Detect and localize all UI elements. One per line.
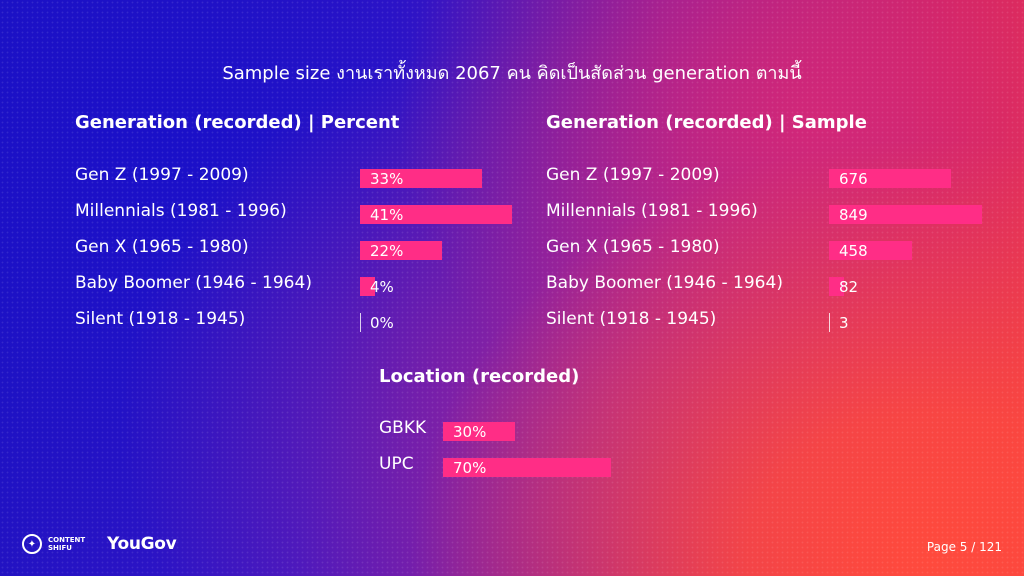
data-label: 33% [370, 170, 404, 188]
category-label: GBKK [379, 418, 427, 438]
category-label: Baby Boomer (1946 - 1964) [546, 273, 783, 293]
data-label: 30% [453, 423, 487, 441]
page-number: Page 5 / 121 [926, 540, 1002, 554]
content-shifu-logo: ✦ CONTENT SHIFU [22, 534, 85, 554]
bar [360, 277, 375, 296]
data-label: 849 [839, 206, 868, 224]
category-label: Gen Z (1997 - 2009) [546, 165, 720, 185]
chart-title-sample: Generation (recorded) | Sample [546, 112, 867, 133]
category-label: Baby Boomer (1946 - 1964) [75, 273, 312, 293]
chart-title-location: Location (recorded) [379, 366, 580, 387]
category-label: Gen X (1965 - 1980) [75, 237, 249, 257]
data-label: 0% [370, 314, 394, 332]
bar [360, 313, 361, 332]
category-label: UPC [379, 454, 414, 474]
bar [829, 169, 951, 188]
data-label: 4% [370, 278, 394, 296]
data-label: 82 [839, 278, 859, 296]
yougov-logo: YouGov [107, 534, 177, 554]
category-label: Millennials (1981 - 1996) [546, 201, 758, 221]
category-label: Gen X (1965 - 1980) [546, 237, 720, 257]
category-label: Millennials (1981 - 1996) [75, 201, 287, 221]
data-label: 676 [839, 170, 868, 188]
chart-title-percent: Generation (recorded) | Percent [75, 112, 400, 133]
shifu-icon: ✦ [22, 534, 42, 554]
bar [360, 169, 482, 188]
category-label: Silent (1918 - 1945) [546, 309, 717, 329]
bar [829, 205, 982, 224]
bar [443, 422, 515, 441]
bar [829, 277, 844, 296]
data-label: 3 [839, 314, 849, 332]
bar [360, 205, 512, 224]
bar [360, 241, 442, 260]
data-label: 41% [370, 206, 404, 224]
bar [829, 313, 830, 332]
data-label: 22% [370, 242, 404, 260]
shifu-text: CONTENT SHIFU [48, 536, 86, 552]
data-label: 458 [839, 242, 868, 260]
bar [829, 241, 912, 260]
page-title: Sample size งานเราทั้งหมด 2067 คน คิดเป็… [222, 63, 802, 84]
bar [443, 458, 611, 477]
data-label: 70% [453, 459, 487, 477]
category-label: Silent (1918 - 1945) [75, 309, 246, 329]
category-label: Gen Z (1997 - 2009) [75, 165, 249, 185]
